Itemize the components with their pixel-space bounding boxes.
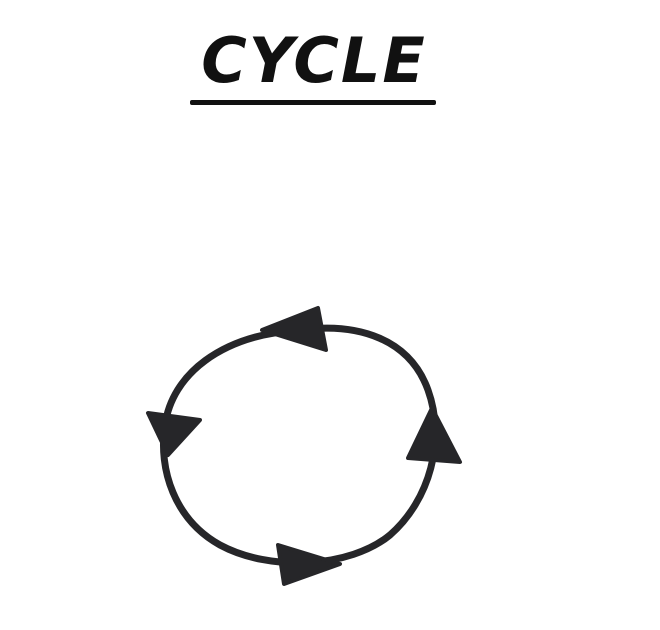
cycle-ring [159,324,439,567]
arrow-bottom-right [276,543,342,586]
cycle-loop [159,324,439,567]
title-underline [190,100,436,105]
arrow-right-up [406,406,462,464]
page-title: CYCLE [201,24,427,97]
arrow-left-down [146,411,202,457]
cycle-arrows [146,306,462,586]
arrow-top-left [260,306,328,352]
